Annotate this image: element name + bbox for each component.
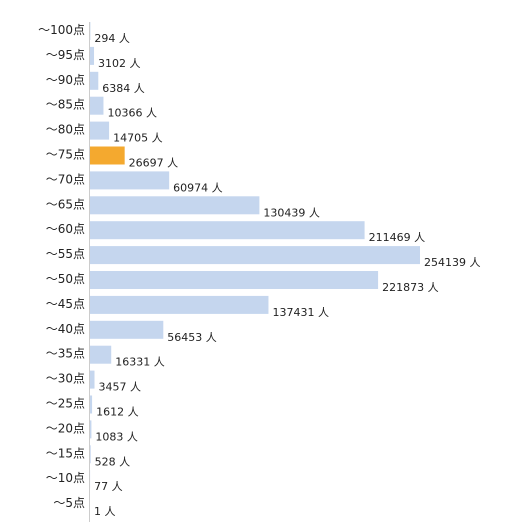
category-label: ～20点: [46, 421, 85, 435]
category-label: ～10点: [46, 471, 85, 485]
category-label: ～40点: [46, 322, 85, 336]
bar: [90, 46, 95, 65]
bar: [90, 196, 260, 215]
value-label: 1612 人: [96, 406, 139, 419]
bar: [90, 121, 110, 140]
bar: [90, 345, 112, 364]
value-label: 60974 人: [173, 181, 223, 194]
category-label: ～35点: [46, 347, 85, 361]
category-label: ～85点: [46, 98, 85, 112]
bar: [90, 246, 420, 265]
value-label: 130439 人: [263, 206, 320, 219]
category-label: ～80点: [46, 123, 85, 137]
category-label: ～60点: [46, 222, 85, 236]
value-label: 56453 人: [167, 331, 217, 344]
category-label: ～90点: [46, 73, 85, 87]
value-label: 26697 人: [129, 157, 179, 170]
bar: [90, 221, 365, 240]
value-label: 221873 人: [382, 281, 439, 294]
bar: [90, 96, 104, 115]
value-label: 16331 人: [115, 356, 165, 369]
value-label: 137431 人: [272, 306, 329, 319]
value-label: 14705 人: [113, 132, 163, 145]
value-label: 77 人: [94, 480, 123, 493]
category-label: ～15点: [46, 446, 85, 460]
value-label: 6384 人: [102, 82, 145, 95]
category-label: ～100点: [38, 23, 85, 37]
category-label: ～55点: [46, 247, 85, 261]
value-label: 1 人: [94, 505, 116, 518]
value-label: 3457 人: [98, 381, 141, 394]
bar: [90, 271, 379, 289]
value-label: 294 人: [94, 32, 130, 45]
category-label: ～45点: [46, 297, 85, 311]
value-label: 254139 人: [424, 256, 481, 269]
bar: [90, 370, 95, 389]
category-label: ～5点: [53, 496, 85, 510]
value-label: 1083 人: [95, 430, 138, 443]
bar: [90, 71, 99, 90]
value-label: 10366 人: [107, 107, 156, 120]
value-label: 528 人: [95, 455, 131, 468]
bar: [90, 295, 269, 314]
bar: [90, 320, 164, 339]
category-label: ～50点: [46, 272, 85, 286]
bar: [90, 395, 93, 414]
value-label: 3102 人: [98, 57, 141, 70]
bar: [90, 445, 91, 464]
category-label: ～65点: [46, 197, 85, 211]
value-label: 211469 人: [369, 231, 426, 244]
category-label: ～25点: [46, 397, 85, 411]
category-label: ～75点: [46, 148, 85, 162]
category-label: ～95点: [46, 48, 85, 62]
category-label: ～30点: [46, 372, 85, 386]
bar: [90, 420, 92, 439]
bar: [90, 171, 170, 190]
highlighted-bar: [90, 146, 125, 165]
category-label: ～70点: [46, 172, 85, 186]
